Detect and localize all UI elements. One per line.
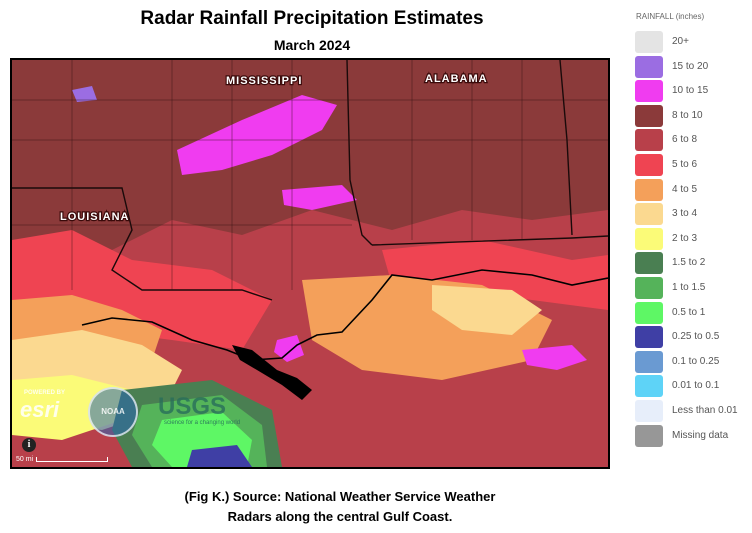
legend-label: 0.5 to 1 [672,306,706,318]
info-icon[interactable]: i [22,438,36,452]
legend-swatch [635,55,663,78]
legend-swatch [635,31,663,53]
ms-al-boundary [346,60,373,246]
legend-item: 15 to 20 [632,55,750,81]
legend-item: 1.5 to 2 [632,252,750,277]
scale-bar-label: 50 mi [16,456,34,463]
legend-swatch [635,276,663,299]
caption-line-2: Radars along the central Gulf Coast. [227,509,453,524]
legend-swatch [635,326,663,349]
legend-swatch [635,129,663,152]
legend-item: Less than 0.01 [632,399,750,425]
legend-label: 5 to 6 [672,158,698,170]
legend-swatch [635,104,663,127]
legend-label: 0.1 to 0.25 [672,355,720,367]
legend-swatch [635,227,663,250]
rain-zone-10-15-se [522,345,587,370]
legend-swatch [635,399,663,422]
legend-label: 0.25 to 0.5 [672,331,720,343]
noaa-logo: NOAA [88,387,138,437]
legend-label: 1 to 1.5 [672,281,706,293]
legend-swatch [635,252,663,275]
legend-item: 5 to 6 [632,153,750,179]
county-lines [12,60,608,290]
figure-caption: (Fig K.) Source: National Weather Servic… [140,487,540,527]
caption-line-1: (Fig K.) Source: National Weather Servic… [184,489,496,504]
rainfall-map[interactable]: MISSISSIPPI ALABAMA LOUISIANA POWERED BY… [10,58,610,469]
legend-item: 6 to 8 [632,129,750,154]
legend-item: 0.25 to 0.5 [632,326,750,351]
legend-label: 20+ [672,36,689,47]
legend-item: 10 to 15 [632,80,750,105]
legend-item: 20+ [632,31,750,56]
state-label-louisiana: LOUISIANA [60,211,130,223]
map-subtitle: March 2024 [273,37,351,53]
legend-label: Less than 0.01 [672,404,738,416]
legend-item: 1 to 1.5 [632,276,750,302]
esri-powered-label: POWERED BY [24,390,66,396]
legend-item: 0.1 to 0.25 [632,350,750,376]
legend-swatch [635,153,663,176]
map-title: Radar Rainfall Precipitation Estimates [140,8,484,29]
legend-item: 3 to 4 [632,203,750,228]
usgs-logo: USGS [158,393,227,420]
rain-zone-5-6-east [382,240,608,310]
rain-zone-3-4-gulf [432,285,542,335]
legend-item: 4 to 5 [632,178,750,204]
rain-zone-15-20 [72,86,97,102]
legend-title: RAINFALL (inches) [636,12,705,21]
legend-item: 8 to 10 [632,104,750,130]
state-label-alabama: ALABAMA [425,73,488,85]
legend-label: 8 to 10 [672,109,703,121]
rain-zone-10-15-ms [177,95,337,175]
legend-label: 15 to 20 [672,60,709,72]
legend-label: 6 to 8 [672,134,698,146]
legend-label: 10 to 15 [672,85,709,97]
scale-bar-line [36,456,109,462]
rain-zone-0-25-0-5 [187,445,252,467]
legend-item: 0.5 to 1 [632,301,750,327]
esri-logo: esri [20,397,60,422]
legend-item: 0.01 to 0.1 [632,375,750,400]
coastline [81,269,608,361]
legend-item: Missing data [632,424,750,450]
al-fl-boundary [371,235,608,246]
legend-swatch [635,301,663,324]
legend-items: 20+ 15 to 20 10 to 15 8 to 10 6 to 8 5 to 6 4 … [632,31,750,449]
rainfall-legend: RAINFALL (inches) 20+ 15 to 20 10 to 15 8 t… [632,12,750,449]
la-ms-boundary [12,187,273,301]
legend-swatch [635,178,663,201]
legend-swatch [635,203,663,226]
legend-swatch [635,350,663,373]
legend-item: 2 to 3 [632,227,750,253]
legend-swatch [635,375,663,398]
legend-label: 3 to 4 [672,208,698,220]
legend-swatch [635,80,663,103]
map-canvas: MISSISSIPPI ALABAMA LOUISIANA [12,60,608,467]
delta-marsh [232,345,312,400]
scale-bar: 50 mi [16,456,109,463]
legend-label: 1.5 to 2 [672,257,706,269]
legend-label: 2 to 3 [672,232,698,244]
legend-label: Missing data [672,429,729,441]
state-label-mississippi: MISSISSIPPI [226,75,302,87]
legend-label: 4 to 5 [672,183,698,195]
rain-zone-10-15-mid [282,185,357,210]
legend-swatch [635,424,663,447]
rain-zone-10-15-coast [274,335,304,362]
legend-label: 0.01 to 0.1 [672,380,720,392]
rain-zone-8-10 [12,60,608,255]
usgs-tagline: science for a changing world [164,420,241,426]
